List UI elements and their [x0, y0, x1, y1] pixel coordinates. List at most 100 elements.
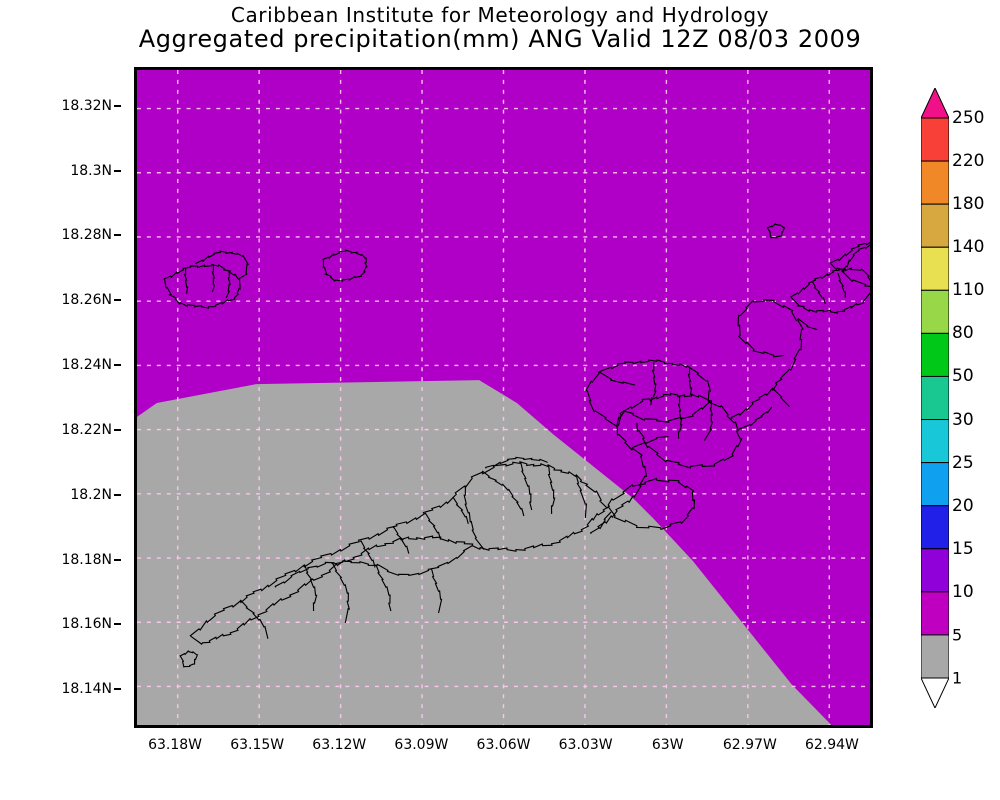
y-axis-tick-mark	[114, 558, 121, 561]
colorbar-tick-label: 140	[952, 237, 985, 258]
ocean-low-band	[137, 380, 832, 725]
colorbar-band	[921, 548, 949, 593]
coastline-segment	[631, 436, 669, 449]
colorbar-band	[921, 505, 949, 550]
colorbar-tick-label: 110	[952, 280, 985, 301]
x-axis-tick-label: 63.12W	[312, 737, 367, 753]
colorbar-tick-label: 250	[952, 108, 985, 128]
y-axis-tick-label: 18.22N	[61, 421, 112, 438]
coastline-segment	[225, 270, 232, 299]
coastline-segment	[398, 545, 473, 577]
colorbar-tick-label: 20	[952, 495, 974, 516]
x-axis-tick-label: 63.15W	[230, 737, 285, 753]
colorbar-band	[921, 160, 949, 205]
y-axis-tick-mark	[114, 493, 121, 496]
coastline-segment	[519, 462, 533, 511]
y-axis-tick-label: 18.32N	[61, 97, 112, 114]
y-axis: 18.32N 18.3N 18.28N 18.26N 18.24N 18.22N 18.2N…	[0, 67, 126, 728]
coastline-segment	[736, 406, 773, 431]
coastline-segment	[797, 318, 818, 331]
coastline-segment	[687, 366, 693, 396]
colorbar-tick-label: 10	[952, 581, 974, 602]
y-axis-tick-label: 18.28N	[61, 227, 112, 244]
y-axis-tick-mark	[114, 169, 121, 172]
product-title: Aggregated precipitation(mm) ANG Valid 1…	[138, 25, 862, 53]
coastline-segment	[424, 512, 442, 540]
coastline-segment	[650, 362, 657, 406]
y-axis-tick-mark	[114, 428, 121, 431]
coastline-segment	[374, 564, 392, 612]
colorbar-tick-label: 180	[952, 194, 985, 215]
y-axis-tick-label: 18.18N	[61, 551, 112, 568]
coastline-segment	[163, 263, 241, 309]
y-axis-tick-mark	[114, 104, 121, 107]
coastline-segment	[598, 371, 636, 386]
x-axis-tick-label: 63.09W	[394, 737, 449, 753]
coastline-segment	[452, 496, 469, 524]
coastline-segment	[589, 511, 612, 535]
y-axis-tick-label: 18.14N	[61, 681, 112, 698]
colorbar[interactable]	[921, 88, 949, 708]
colorbar-band	[921, 246, 949, 291]
colorbar-under-arrow	[921, 677, 949, 708]
x-axis-tick-label: 62.94W	[804, 737, 859, 753]
y-axis-tick-label: 18.3N	[70, 162, 112, 179]
y-axis-tick-mark	[114, 364, 121, 367]
colorbar-tick-label: 1	[952, 668, 963, 688]
coastline-segment	[211, 264, 216, 293]
coastline-segment	[547, 465, 556, 514]
coastline-segment	[597, 392, 743, 529]
coastline-segment	[189, 461, 696, 645]
colorbar-tick-label: 5	[952, 625, 963, 645]
coastline-segment	[837, 272, 846, 298]
x-axis-tick-label: 63.03W	[558, 737, 613, 753]
coastline-segment	[677, 396, 683, 439]
colorbar-band	[921, 332, 949, 377]
map-plot-area[interactable]	[134, 67, 873, 728]
y-axis-tick-mark	[114, 688, 121, 691]
coastline-segment	[392, 526, 410, 554]
colorbar-tick-label: 30	[952, 409, 974, 430]
coastline-segment	[811, 280, 826, 305]
x-axis-tick-label: 63.06W	[476, 737, 531, 753]
colorbar-band	[921, 634, 949, 679]
colorbar-over-arrow	[921, 88, 949, 119]
coastline-segment	[274, 560, 400, 588]
colorbar-tick-label: 80	[952, 323, 974, 344]
coastline-segment	[789, 267, 870, 314]
coastline-segment	[303, 564, 318, 612]
institute-title: Caribbean Institute for Meteorology and …	[230, 3, 770, 27]
page-title: Caribbean Institute for Meteorology and …	[0, 4, 1000, 52]
y-axis-tick-label: 18.2N	[70, 486, 112, 503]
coastline-segment	[575, 475, 588, 518]
coastline-segment	[195, 250, 250, 280]
y-axis-tick-label: 18.26N	[61, 292, 112, 309]
coastline-segment	[463, 485, 485, 550]
y-axis-tick-label: 18.24N	[61, 357, 112, 374]
colorbar-tick-label: 220	[952, 151, 985, 172]
coastline-segment	[585, 359, 712, 427]
coastline-segment	[322, 249, 368, 282]
coastline-segment	[430, 568, 443, 614]
colorbar-tick-label: 25	[952, 452, 974, 473]
x-axis-tick-label: 62.97W	[722, 737, 777, 753]
coastline-segment	[481, 470, 525, 517]
coastline-segment	[239, 599, 269, 639]
y-axis-tick-mark	[114, 234, 121, 237]
coastline-segment	[841, 244, 870, 273]
colorbar-band	[921, 289, 949, 334]
colorbar-band	[921, 419, 949, 464]
colorbar-labels: 250 220 180 140 110 80 50 30 25 20 15 10 5 1	[952, 88, 1000, 708]
coastline-segment	[771, 387, 791, 408]
coastline-segment	[703, 400, 714, 441]
colorbar-band	[921, 203, 949, 248]
coastline-segment	[179, 650, 199, 668]
y-axis-tick-label: 18.16N	[61, 616, 112, 633]
colorbar-band	[921, 117, 949, 162]
y-axis-tick-mark	[114, 623, 121, 626]
map-canvas	[137, 70, 870, 725]
colorbar-band	[921, 591, 949, 636]
colorbar-band	[921, 375, 949, 421]
colorbar-tick-label: 15	[952, 538, 974, 559]
